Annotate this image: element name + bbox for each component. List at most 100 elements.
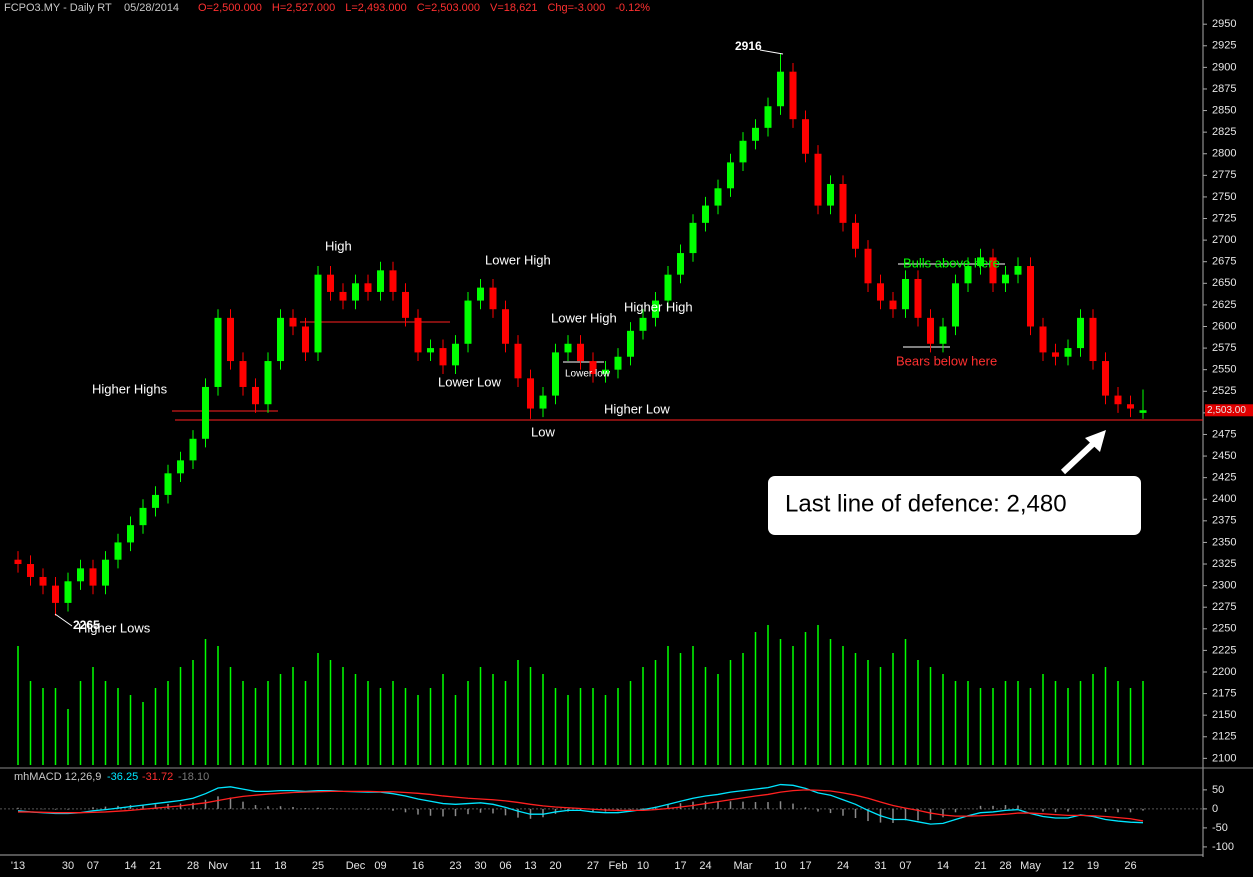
callout-arrow bbox=[1060, 439, 1098, 475]
candle-body bbox=[1139, 410, 1147, 413]
volume-bar bbox=[29, 681, 32, 765]
candle-body bbox=[602, 369, 609, 374]
x-tick-label: 31 bbox=[874, 860, 886, 872]
y-tick-label: 2350 bbox=[1212, 536, 1236, 548]
volume-bar bbox=[854, 653, 857, 765]
candle-body bbox=[239, 361, 247, 387]
candle-body bbox=[939, 326, 947, 344]
candle-body bbox=[927, 317, 934, 344]
y-tick-label: 2425 bbox=[1212, 472, 1236, 484]
candle-body bbox=[664, 274, 672, 301]
candle-body bbox=[1039, 326, 1047, 353]
candle-body bbox=[164, 473, 172, 495]
candle-body bbox=[552, 352, 559, 396]
candle-body bbox=[202, 386, 209, 439]
candle-body bbox=[652, 300, 659, 318]
volume-bar bbox=[504, 681, 507, 765]
volume-bar bbox=[142, 702, 144, 765]
annotation: Higher Lows bbox=[78, 620, 151, 635]
y-tick-label: 2375 bbox=[1212, 515, 1236, 527]
volume-bar bbox=[1017, 681, 1019, 765]
annotation: Higher Highs bbox=[92, 381, 168, 396]
volume-bar bbox=[229, 667, 232, 765]
annotation: Lower High bbox=[485, 252, 551, 267]
annotation: Lower Low bbox=[438, 374, 501, 389]
candle-body bbox=[214, 317, 222, 387]
volume-bar bbox=[1004, 681, 1007, 765]
volume-bar bbox=[892, 653, 894, 765]
candle-body bbox=[589, 361, 597, 374]
candle-body bbox=[914, 278, 922, 318]
quote-field: O=2,500.000 bbox=[198, 2, 262, 14]
volume-bar bbox=[679, 653, 682, 765]
y-tick-label: 2675 bbox=[1212, 256, 1236, 268]
symbol: FCPO3.MY - Daily RT bbox=[4, 2, 112, 14]
volume-bar bbox=[242, 681, 244, 765]
y-tick-label: 2700 bbox=[1212, 234, 1236, 246]
volume-bar bbox=[692, 646, 694, 765]
candle-body bbox=[577, 343, 584, 362]
y-tick-label: 2250 bbox=[1212, 623, 1236, 635]
signal-value: -31.72 bbox=[142, 771, 173, 783]
y-tick-label: 50 bbox=[1212, 784, 1224, 796]
volume-bar bbox=[617, 688, 619, 765]
y-tick-label: 2575 bbox=[1212, 342, 1236, 354]
candle-body bbox=[639, 317, 647, 331]
volume-bar bbox=[204, 639, 207, 765]
candle-body bbox=[189, 438, 197, 461]
y-tick-label: 2475 bbox=[1212, 428, 1236, 440]
x-tick-label: 06 bbox=[499, 860, 511, 872]
volume-bar bbox=[742, 653, 744, 765]
x-tick-label: May bbox=[1020, 860, 1041, 872]
volume-bar bbox=[1142, 681, 1144, 765]
volume-bar bbox=[1117, 681, 1119, 765]
volume-bar bbox=[967, 681, 969, 765]
volume-bar bbox=[542, 674, 544, 765]
annotation: Bears below here bbox=[896, 353, 997, 368]
volume-bar bbox=[429, 688, 432, 765]
candle-body bbox=[1002, 274, 1009, 284]
candle-body bbox=[102, 559, 109, 586]
volume-bar bbox=[717, 674, 719, 765]
quote-field: -0.12% bbox=[615, 2, 650, 14]
volume-bar bbox=[79, 681, 82, 765]
candle-body bbox=[377, 270, 384, 292]
volume-bar bbox=[417, 695, 419, 765]
volume-bar bbox=[592, 688, 594, 765]
candle-body bbox=[689, 222, 697, 254]
candle-body bbox=[139, 507, 147, 526]
callout-box bbox=[768, 476, 1141, 535]
x-tick-label: 17 bbox=[674, 860, 686, 872]
low-label: 2265 bbox=[73, 618, 100, 632]
volume-bar bbox=[1129, 688, 1132, 765]
volume-bar bbox=[354, 674, 357, 765]
candle-body bbox=[114, 542, 122, 560]
volume-bar bbox=[317, 653, 319, 765]
quote-field: H=2,527.000 bbox=[272, 2, 335, 14]
volume-bar bbox=[254, 688, 257, 765]
candle-body bbox=[677, 253, 684, 275]
x-tick-label: 27 bbox=[587, 860, 599, 872]
y-tick-label: 2875 bbox=[1212, 83, 1236, 95]
volume-bar bbox=[179, 667, 182, 765]
volume-bar bbox=[379, 688, 382, 765]
candle-body bbox=[889, 300, 897, 310]
candle-body bbox=[702, 205, 709, 223]
volume-bar bbox=[529, 667, 532, 765]
x-tick-label: 25 bbox=[312, 860, 324, 872]
histogram-value: -18.10 bbox=[178, 771, 209, 783]
annotation: Bulls above here bbox=[903, 255, 1000, 270]
volume-bar bbox=[42, 688, 44, 765]
volume-bar bbox=[92, 667, 94, 765]
candle-body bbox=[527, 378, 534, 409]
candle-body bbox=[739, 140, 747, 163]
y-tick-label: 2775 bbox=[1212, 169, 1236, 181]
x-tick-label: 20 bbox=[549, 860, 561, 872]
macd-value: -36.25 bbox=[107, 771, 138, 783]
annotation: Lower low bbox=[565, 369, 611, 380]
quote-field: V=18,621 bbox=[490, 2, 537, 14]
volume-bar bbox=[779, 639, 782, 765]
candle-body bbox=[302, 326, 309, 353]
y-tick-label: 2175 bbox=[1212, 687, 1236, 699]
